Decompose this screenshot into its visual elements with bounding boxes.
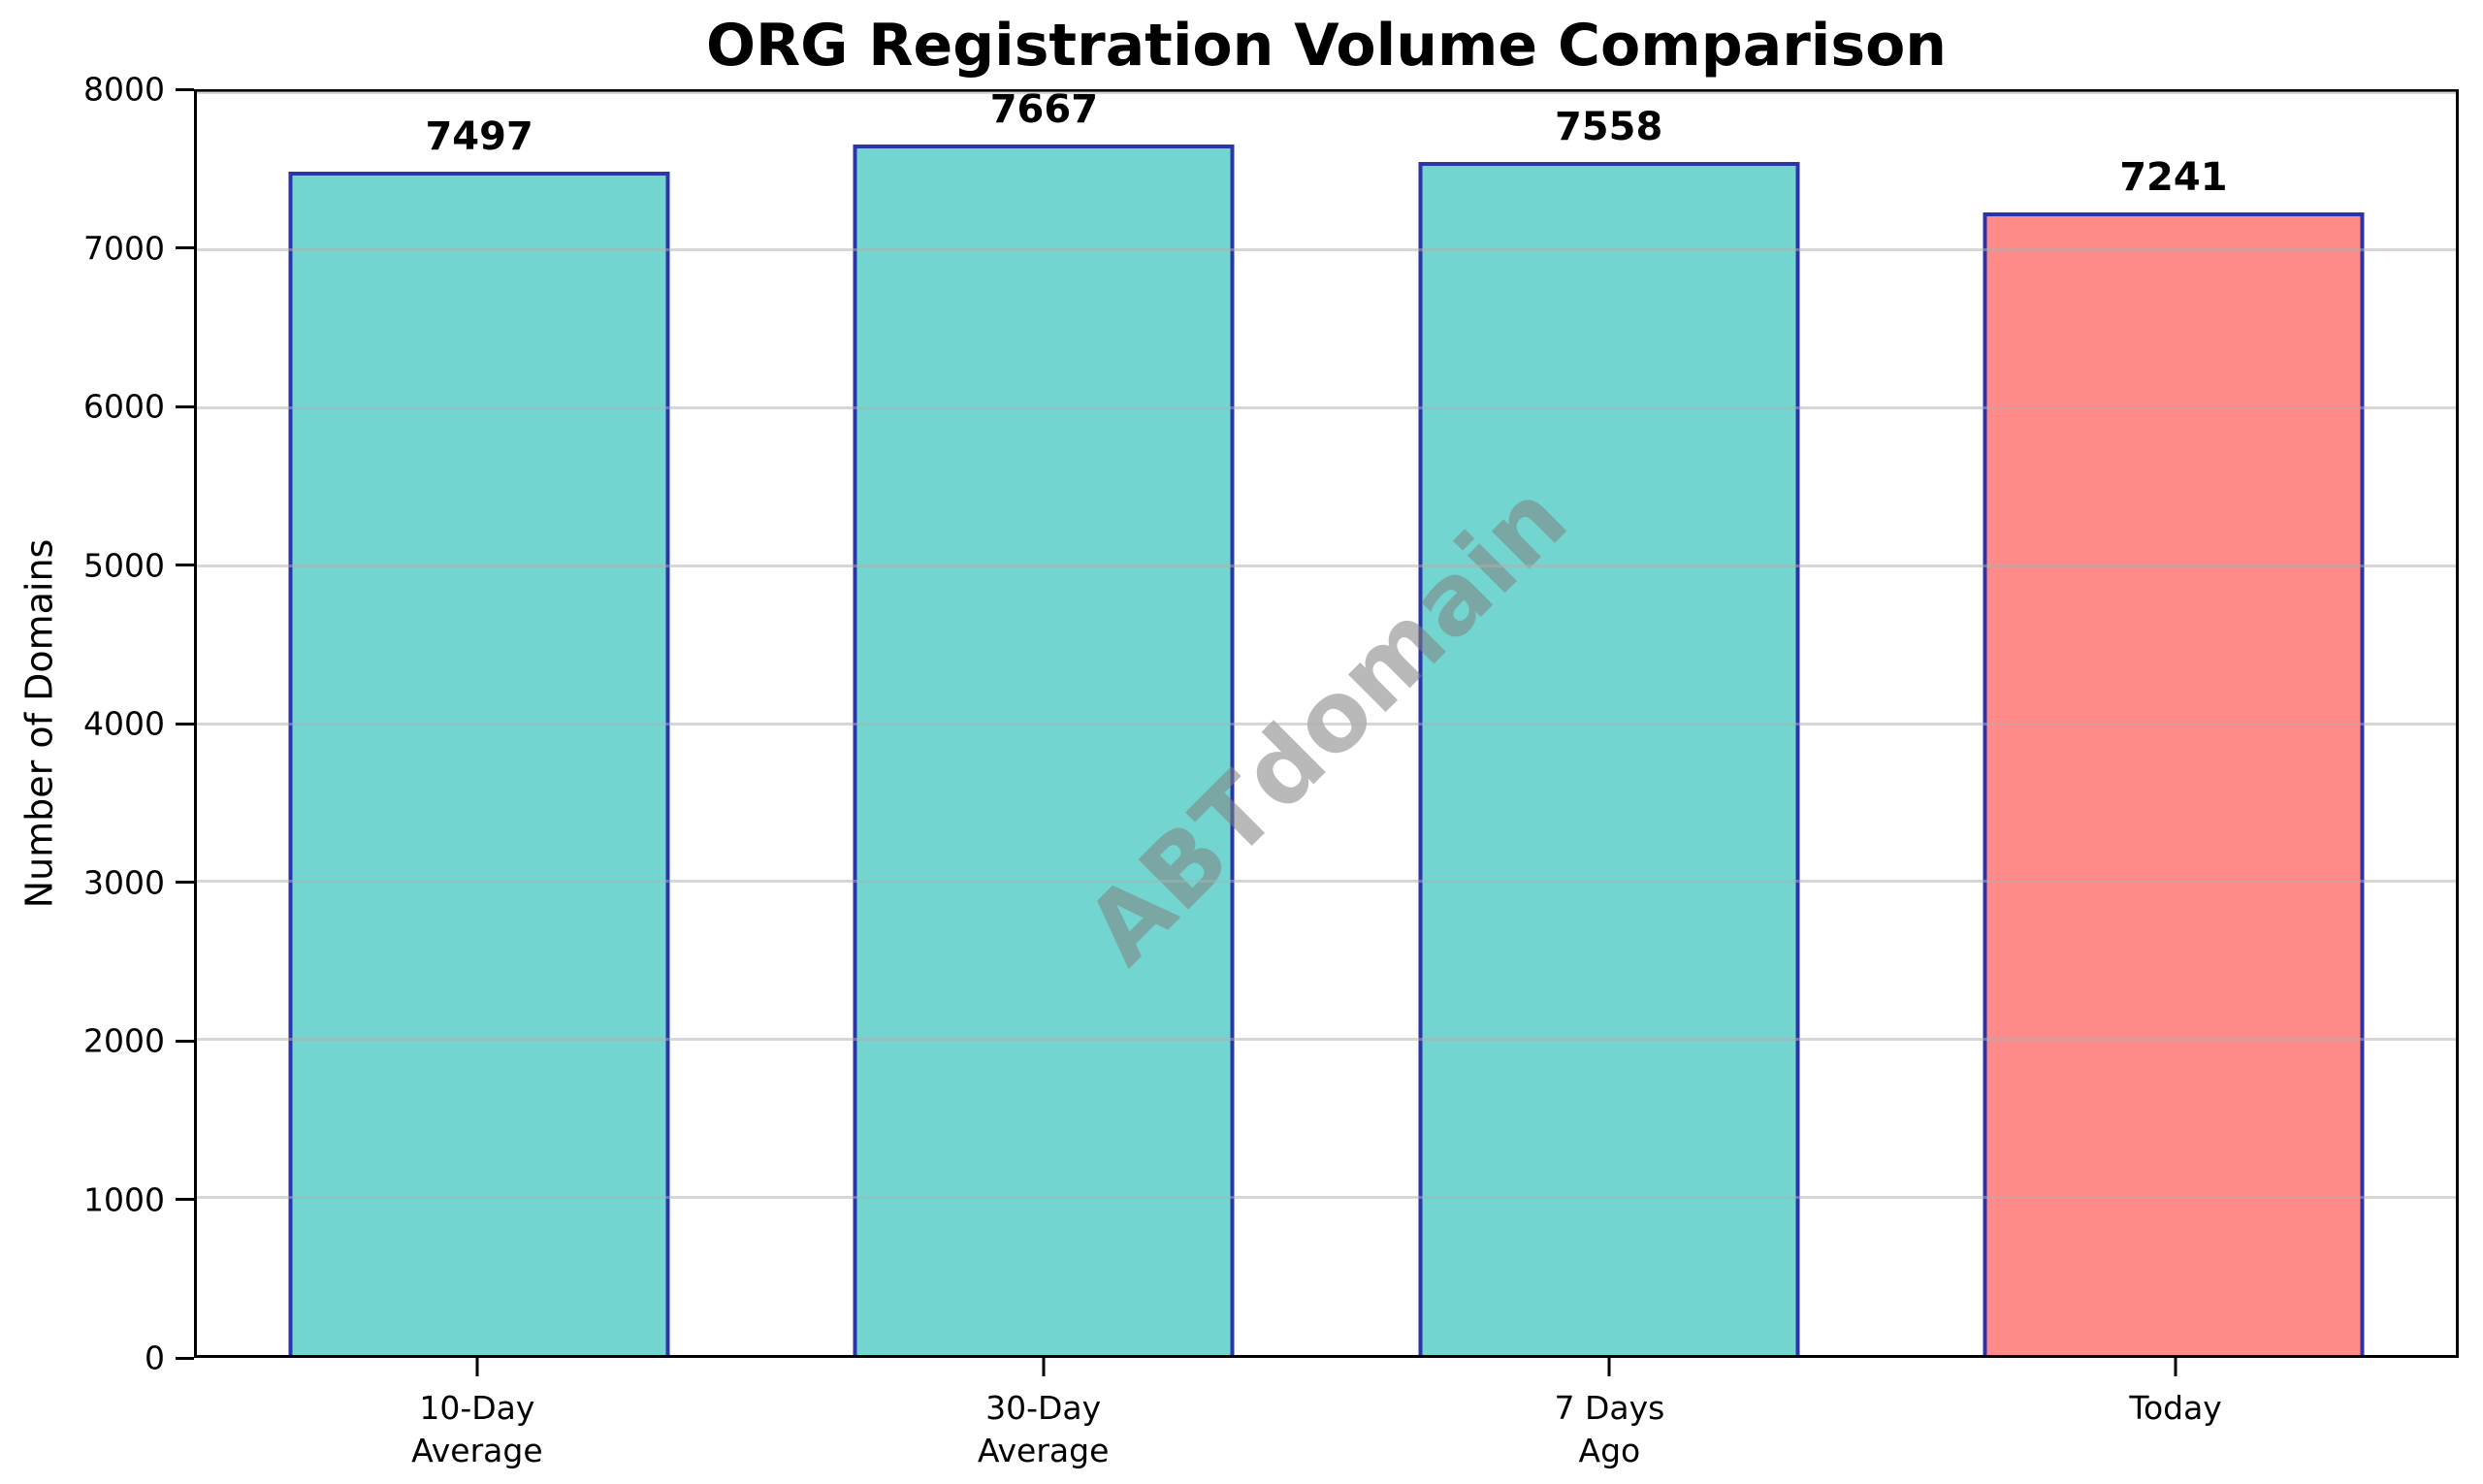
x-tick-label: 30-Day Average <box>977 1389 1110 1469</box>
y-tick-label: 4000 <box>83 704 165 743</box>
x-tick-label: 7 Days Ago <box>1554 1389 1665 1469</box>
bar-value-label: 7667 <box>989 87 1099 133</box>
y-axis-label: Number of Domains <box>17 538 60 909</box>
bar <box>1983 211 2365 1355</box>
y-tick-label: 7000 <box>83 229 165 267</box>
plot-area: 7497 7667 7558 7241 ABTdomain <box>194 89 2459 1358</box>
y-tick-mark <box>176 1039 194 1043</box>
y-tick-label: 5000 <box>83 546 165 584</box>
x-axis: 10-Day Average 30-Day Average 7 Days Ago To… <box>194 1358 2459 1484</box>
x-tick-label: 10-Day Average <box>411 1389 543 1469</box>
x-tick-mark <box>1042 1358 1046 1376</box>
y-tick-label: 0 <box>145 1339 165 1377</box>
y-tick-mark <box>176 87 194 91</box>
x-tick-mark <box>475 1358 479 1376</box>
bar-slot: 7497 <box>197 92 761 1355</box>
bars-layer: 7497 7667 7558 7241 <box>197 87 2456 1355</box>
bar-slot: 7241 <box>1891 92 2456 1355</box>
bar-slot: 7667 <box>761 87 1326 1355</box>
y-axis-label-wrap: Number of Domains <box>0 89 78 1358</box>
bar-slot: 7558 <box>1327 92 1891 1355</box>
y-tick-mark <box>176 564 194 566</box>
y-tick-mark <box>176 722 194 726</box>
bar-value-label: 7558 <box>1554 104 1663 149</box>
chart-title: ORG Registration Volume Comparison <box>705 12 1948 80</box>
x-tick-mark <box>1607 1358 1611 1376</box>
y-tick-mark <box>176 881 194 884</box>
y-tick-mark <box>176 404 194 408</box>
y-tick-label: 8000 <box>83 70 165 109</box>
y-tick-mark <box>176 1356 194 1360</box>
bar <box>288 171 670 1355</box>
x-tick-label: Today <box>2129 1389 2222 1427</box>
y-tick-mark <box>176 246 194 249</box>
bar <box>853 145 1235 1355</box>
y-tick-label: 3000 <box>83 863 165 901</box>
y-tick-label: 1000 <box>83 1180 165 1218</box>
y-tick-label: 6000 <box>83 387 165 426</box>
bar-value-label: 7497 <box>425 113 533 159</box>
bar-value-label: 7241 <box>2119 154 2228 200</box>
x-tick-mark <box>2174 1358 2177 1376</box>
bar <box>1418 161 1800 1355</box>
y-tick-mark <box>176 1198 194 1201</box>
y-tick-label: 2000 <box>83 1021 165 1060</box>
